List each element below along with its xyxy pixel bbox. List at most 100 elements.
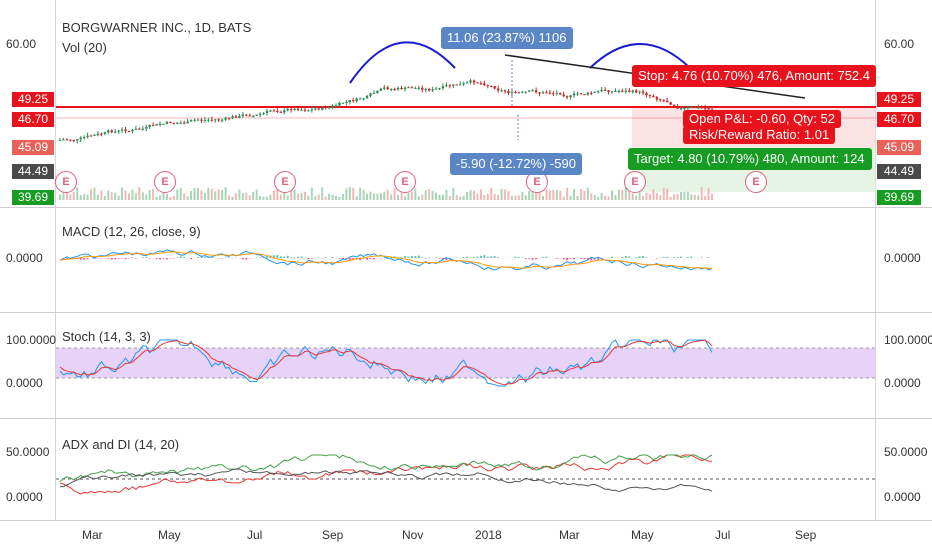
- candle-body: [352, 100, 355, 102]
- minus-di-line: [59, 454, 713, 482]
- risk-reward-label[interactable]: Risk/Reward Ratio: 1.01: [683, 126, 836, 144]
- macd-histogram-bar: [183, 256, 186, 258]
- volume-bar: [210, 188, 213, 200]
- volume-bar: [259, 195, 262, 200]
- pane-separator[interactable]: [0, 207, 932, 208]
- stoch-d-line: [59, 339, 713, 386]
- earnings-marker[interactable]: E: [274, 171, 296, 193]
- volume-bar: [607, 196, 610, 200]
- earnings-marker[interactable]: E: [154, 171, 176, 193]
- macd-legend[interactable]: MACD (12, 26, close, 9): [62, 224, 201, 239]
- macd-histogram-bar: [114, 258, 117, 260]
- candle-body: [293, 108, 296, 111]
- pane-separator[interactable]: [0, 312, 932, 313]
- stoch-legend[interactable]: Stoch (14, 3, 3): [62, 329, 151, 344]
- earnings-marker[interactable]: E: [394, 171, 416, 193]
- target-label[interactable]: Target: 4.80 (10.79%) 480, Amount: 124: [628, 148, 872, 170]
- volume-bar: [310, 187, 313, 200]
- candle-body: [196, 119, 200, 121]
- measure-up-label[interactable]: 11.06 (23.87%) 1106: [441, 27, 573, 49]
- candle-body: [490, 85, 493, 87]
- open-pnl-label[interactable]: Open P&L: -0.60, Qty: 52: [683, 110, 841, 128]
- macd-histogram-bar: [579, 258, 582, 259]
- volume-bar: [576, 196, 579, 200]
- candle-body: [303, 109, 307, 111]
- macd-histogram-bar: [586, 258, 589, 260]
- candle-body: [107, 130, 110, 133]
- candle-body: [248, 115, 251, 117]
- volume-legend[interactable]: Vol (20): [62, 40, 107, 55]
- macd-histogram-bar: [324, 257, 327, 258]
- macd-histogram-bar: [286, 255, 289, 258]
- volume-bar: [255, 189, 258, 200]
- candle-body: [96, 133, 100, 135]
- macd-histogram-bar: [345, 258, 348, 260]
- macd-histogram-bar: [300, 256, 303, 258]
- macd-histogram-bar: [583, 258, 586, 260]
- volume-bar: [600, 192, 603, 200]
- candle-body: [396, 87, 400, 90]
- candle-body: [648, 95, 652, 97]
- candle-body: [483, 83, 486, 86]
- volume-bar: [383, 191, 386, 200]
- macd-histogram-bar: [145, 257, 148, 258]
- candle-body: [621, 90, 624, 92]
- macd-histogram-bar: [635, 257, 638, 258]
- volume-bar: [238, 189, 241, 200]
- candle-body: [58, 139, 62, 141]
- pane-separator[interactable]: [0, 418, 932, 419]
- time-axis-label: Mar: [559, 528, 580, 542]
- earnings-marker[interactable]: E: [745, 171, 767, 193]
- candle-body: [610, 91, 614, 93]
- macd-histogram-bar: [310, 258, 313, 259]
- time-axis-label: 2018: [475, 528, 502, 542]
- macd-histogram-bar: [497, 257, 500, 258]
- volume-bar: [535, 191, 538, 200]
- volume-bar: [686, 191, 689, 200]
- candle-body: [379, 88, 383, 91]
- volume-bar: [452, 188, 455, 200]
- candle-body: [310, 109, 314, 111]
- earnings-marker[interactable]: E: [55, 171, 77, 193]
- earnings-marker[interactable]: E: [624, 171, 646, 193]
- adx-legend[interactable]: ADX and DI (14, 20): [62, 437, 180, 452]
- macd-histogram-bar: [707, 257, 710, 258]
- stoch-axis-tick: 100.0000: [6, 333, 57, 347]
- macd-histogram-bar: [107, 258, 110, 259]
- volume-bar: [652, 189, 655, 200]
- volume-bar: [293, 189, 296, 200]
- volume-bar: [410, 192, 413, 200]
- candle-body: [421, 87, 424, 90]
- volume-bar: [666, 188, 669, 200]
- candle-body: [431, 89, 434, 91]
- candle-body: [120, 129, 124, 131]
- volume-bar: [369, 191, 372, 200]
- stop-loss-label[interactable]: Stop: 4.76 (10.70%) 476, Amount: 752.4: [632, 65, 876, 87]
- candle-body: [700, 107, 703, 109]
- macd-histogram-bar: [573, 258, 576, 260]
- macd-histogram-bar: [638, 256, 641, 258]
- candle-body: [276, 110, 279, 112]
- volume-bar: [241, 193, 244, 200]
- macd-histogram-bar: [642, 256, 645, 258]
- volume-bar: [386, 189, 389, 200]
- measure-down-label[interactable]: -5.90 (-12.72%) -590: [450, 153, 582, 175]
- volume-bar: [297, 193, 300, 200]
- volume-bar: [314, 196, 317, 200]
- volume-bar: [417, 196, 420, 200]
- candle-body: [376, 90, 379, 94]
- candle-body: [393, 88, 396, 90]
- candle-body: [210, 119, 213, 121]
- candle-body: [189, 120, 193, 122]
- volume-bar: [331, 194, 334, 200]
- candle-body: [231, 116, 234, 119]
- candle-body: [534, 90, 538, 93]
- candle-body: [141, 128, 144, 130]
- volume-bar: [62, 188, 65, 200]
- symbol-title[interactable]: BORGWARNER INC., 1D, BATS: [62, 20, 252, 35]
- volume-bar: [266, 196, 268, 200]
- volume-bar: [711, 193, 714, 200]
- macd-histogram-bar: [524, 258, 527, 259]
- candle-body: [234, 116, 238, 118]
